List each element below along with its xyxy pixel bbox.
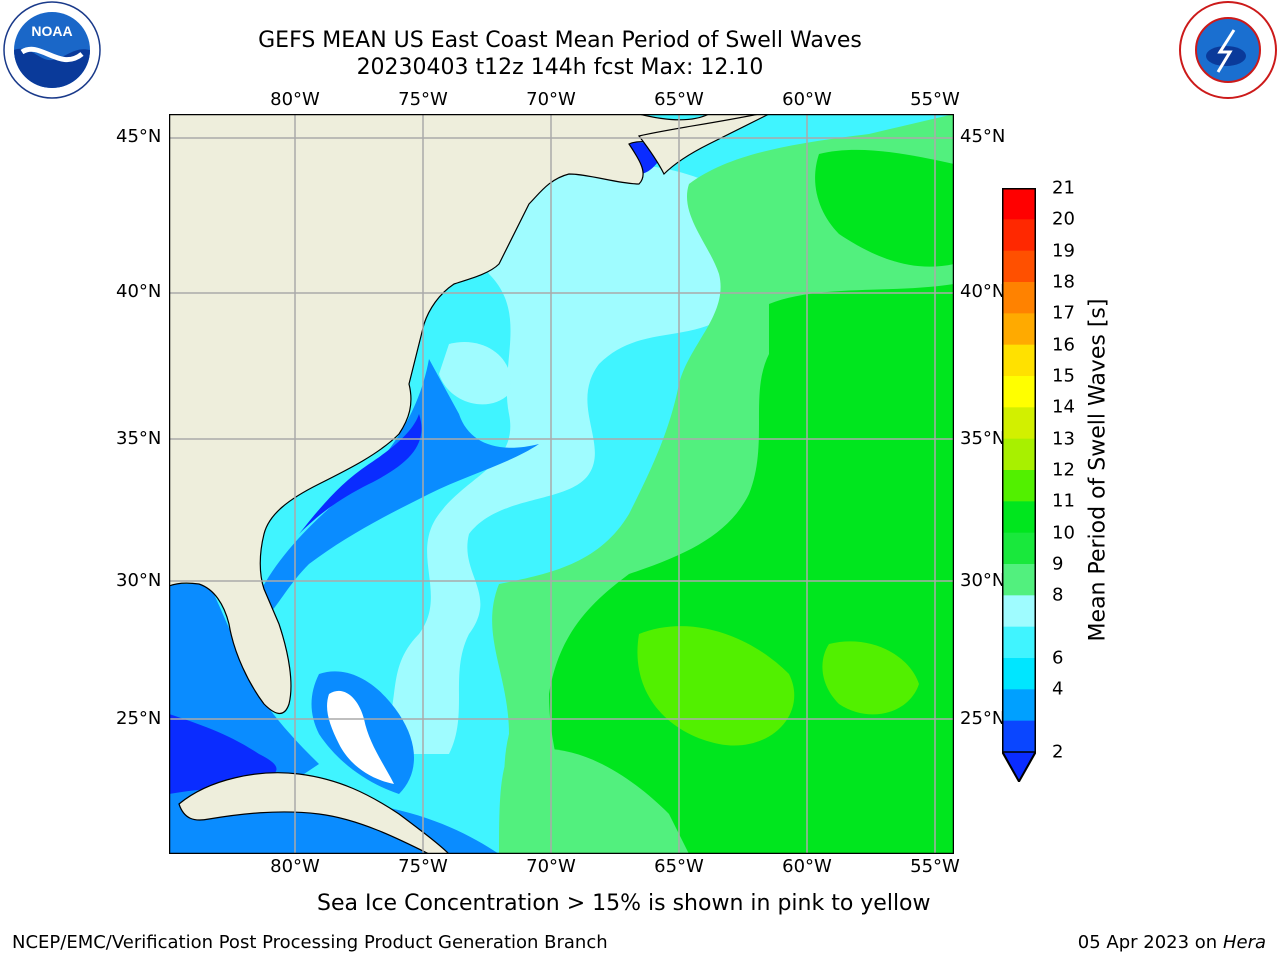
contour-gulf-deep (169, 714, 277, 814)
footer-date: 05 Apr 2023 on (1077, 932, 1223, 953)
colorbar-tick-label: 4 (1052, 678, 1064, 700)
contour-10-11 (549, 284, 954, 854)
lat-label-left-35n: 35°N (116, 428, 162, 449)
colorbar-bin (1002, 501, 1036, 534)
colorbar-label: Mean Period of Swell Waves [s] (1085, 298, 1111, 642)
colorbar-bin (1002, 250, 1036, 283)
lon-label-bottom-65w: 65°W (654, 856, 704, 877)
lon-label-bottom-70w: 70°W (526, 856, 576, 877)
lon-label-bottom-60w: 60°W (782, 856, 832, 877)
contour-11-12-b (822, 641, 919, 715)
colorbar-bin (1002, 313, 1036, 346)
colorbar-bin (1002, 564, 1036, 596)
colorbar-tick-label: 13 (1052, 428, 1075, 450)
colorbar-tick-label: 20 (1052, 208, 1075, 230)
lon-label-top-60w: 60°W (782, 89, 832, 110)
lat-label-left-25n: 25°N (116, 708, 162, 729)
contour-10-11-north (815, 149, 954, 267)
chart-subtitle: 20230403 t12z 144h fcst Max: 12.10 (356, 55, 764, 80)
land-north-america (169, 114, 761, 714)
colorbar-bin (1002, 282, 1036, 314)
colorbar-tick-label: 11 (1052, 490, 1075, 512)
colorbar-tick-label: 21 (1052, 177, 1075, 199)
svg-text:NOAA: NOAA (31, 23, 72, 39)
colorbar-bin (1002, 470, 1036, 502)
map-frame (168, 113, 955, 855)
contour-4-6-coast (259, 359, 539, 614)
colorbar-bin (1002, 658, 1036, 690)
contour-2-4-coast (299, 414, 422, 534)
colorbar-bin (1002, 376, 1036, 408)
colorbar-tick-label: 10 (1052, 522, 1075, 544)
colorbar-extend-triangle (1000, 751, 1038, 784)
graticule (169, 114, 954, 854)
lon-label-top-70w: 70°W (526, 89, 576, 110)
lon-label-top-55w: 55°W (910, 89, 960, 110)
lon-label-bottom-55w: 55°W (910, 856, 960, 877)
contour-8-9 (369, 163, 747, 754)
colorbar-bin (1002, 720, 1036, 753)
colorbar-frame (1002, 188, 1036, 783)
footer-right: 05 Apr 2023 on Hera (1078, 932, 1266, 953)
colorbar-tick-label: 16 (1052, 334, 1075, 356)
nws-logo (1176, 0, 1280, 100)
colorbar-bin (1002, 689, 1036, 722)
lat-label-right-40n: 40°N (960, 281, 1006, 302)
colorbar-bin (1002, 188, 1036, 220)
footer-host: Hera (1222, 932, 1266, 953)
contour-9-10-south (499, 748, 689, 854)
lon-label-top-80w: 80°W (270, 89, 320, 110)
map-svg (168, 113, 955, 855)
lat-label-right-45n: 45°N (960, 126, 1006, 147)
map-panel (168, 113, 955, 855)
colorbar-tick-label: 14 (1052, 396, 1075, 418)
colorbar-bin (1002, 626, 1036, 659)
bahamas-banks (327, 690, 394, 784)
colorbar-tick-label: 18 (1052, 271, 1075, 293)
contour-11-12-a (637, 626, 795, 746)
sea-ice-note: Sea Ice Concentration > 15% is shown in … (317, 891, 931, 916)
lat-label-right-30n: 30°N (960, 570, 1006, 591)
footer-left: NCEP/EMC/Verification Post Processing Pr… (12, 932, 608, 953)
colorbar-tick-label: 9 (1052, 553, 1064, 575)
lat-label-left-40n: 40°N (116, 281, 162, 302)
colorbar-tick-label: 19 (1052, 240, 1075, 262)
chart-title: GEFS MEAN US East Coast Mean Period of S… (258, 28, 862, 53)
colorbar-tick-label: 12 (1052, 459, 1075, 481)
lon-label-bottom-80w: 80°W (270, 856, 320, 877)
lat-label-left-45n: 45°N (116, 126, 162, 147)
colorbar-bin (1002, 344, 1036, 377)
colorbar-tick-label: 2 (1052, 741, 1064, 763)
contour-8-9-west (439, 342, 511, 405)
noaa-logo: NOAA (0, 0, 104, 100)
lon-label-top-65w: 65°W (654, 89, 704, 110)
colorbar-bin (1002, 438, 1036, 471)
colorbar-svg (1000, 188, 1038, 784)
lon-label-top-75w: 75°W (398, 89, 448, 110)
lat-label-right-35n: 35°N (960, 428, 1006, 449)
colorbar-bin (1002, 219, 1036, 252)
colorbar-bin (1002, 407, 1036, 440)
colorbar-tick-label: 6 (1052, 647, 1064, 669)
colorbar-bin (1002, 595, 1036, 628)
colorbar-tick-label: 15 (1052, 365, 1075, 387)
colorbar-tick-label: 8 (1052, 584, 1064, 606)
lon-label-bottom-75w: 75°W (398, 856, 448, 877)
lat-label-left-30n: 30°N (116, 570, 162, 591)
colorbar-bin (1002, 532, 1036, 565)
lat-label-right-25n: 25°N (960, 708, 1006, 729)
colorbar-tick-label: 17 (1052, 302, 1075, 324)
colorbar (1000, 188, 1038, 784)
